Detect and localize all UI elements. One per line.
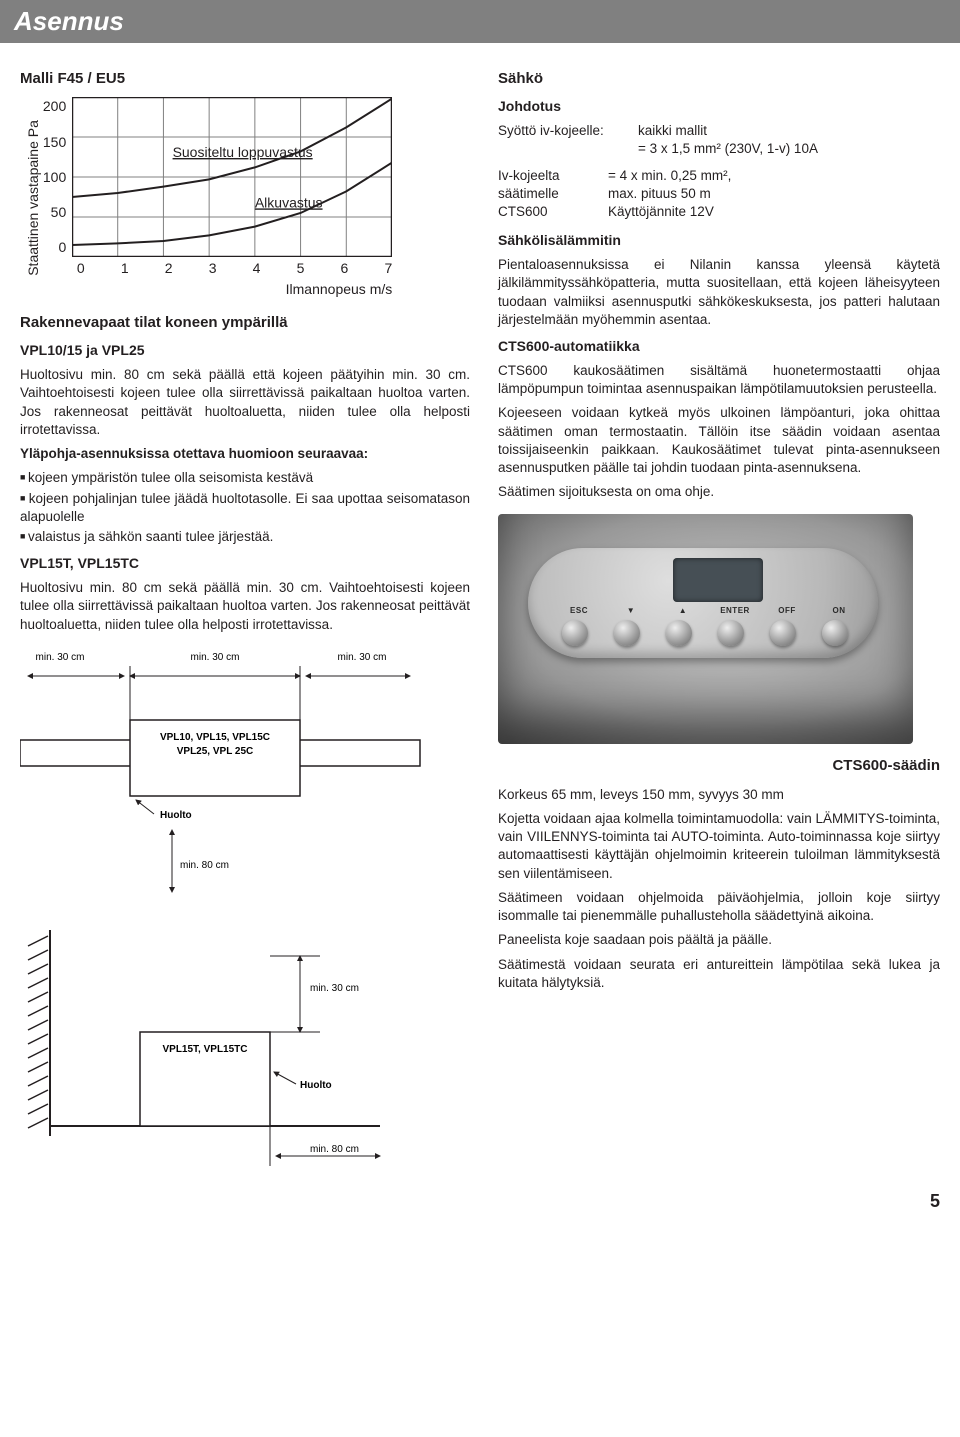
svg-text:min. 30 cm: min. 30 cm (310, 983, 359, 994)
svg-text:min. 30 cm: min. 30 cm (338, 652, 387, 663)
spec-key: Syöttö iv-kojeelle: (498, 122, 638, 140)
spec-val: kaikki mallit (638, 122, 707, 140)
knob-enter (718, 620, 744, 646)
heading-wiring: Johdotus (498, 97, 940, 116)
svg-text:VPL25, VPL 25C: VPL25, VPL 25C (177, 746, 254, 757)
page-header: Asennus (0, 0, 960, 43)
clearance-para-1: Huoltosivu min. 80 cm sekä päällä että k… (20, 366, 470, 439)
knob-labels: ESC ▼ ▲ ENTER OFF ON (558, 606, 860, 617)
clearance-para-2: Huoltosivu min. 80 cm sekä päällä min. 3… (20, 579, 470, 634)
knob-on (822, 620, 848, 646)
svg-text:Alkuvastus: Alkuvastus (255, 195, 323, 211)
bullet-item: kojeen ympäristön tulee olla seisomista … (20, 469, 470, 487)
svg-text:min. 30 cm: min. 30 cm (36, 652, 85, 663)
svg-text:min. 30 cm: min. 30 cm (191, 652, 240, 663)
heading-electric: Sähkö (498, 69, 940, 89)
model-heading: Malli F45 / EU5 (20, 69, 470, 89)
clearance-diagrams: min. 30 cm min. 30 cm min. 30 cm VPL10, VPL… (20, 646, 470, 1171)
spec-key: Iv-kojeelta (498, 167, 608, 185)
svg-text:Suositeltu loppuvastus: Suositeltu loppuvastus (173, 144, 313, 160)
knobs (562, 620, 848, 646)
desc-para-1: Kojetta voidaan ajaa kolmella toimintamu… (498, 810, 940, 883)
cts-para-1: CTS600 kaukosäätimen sisältämä huoneterm… (498, 362, 940, 398)
controller-photo: ESC ▼ ▲ ENTER OFF ON (498, 514, 913, 744)
chart-x-label: Ilmannopeus m/s (77, 280, 392, 299)
photo-caption: CTS600-säädin (498, 756, 940, 776)
models-group-2: VPL15T, VPL15TC (20, 554, 470, 573)
bullet-item: valaistus ja sähkön saanti tulee järjest… (20, 528, 470, 546)
page-number: 5 (20, 1189, 940, 1213)
attic-bullets: kojeen ympäristön tulee olla seisomista … (20, 469, 470, 546)
left-column: Malli F45 / EU5 Staattinen vastapaine Pa… (20, 59, 470, 1171)
attic-note-heading: Yläpohja-asennuksissa otettava huomioon … (20, 445, 470, 463)
svg-text:min. 80 cm: min. 80 cm (180, 860, 229, 871)
cts-para-2: Kojeeseen voidaan kytkeä myös ulkoinen l… (498, 404, 940, 477)
desc-para-2: Säätimeen voidaan ohjelmoida päiväohjelm… (498, 889, 940, 925)
desc-para-3: Paneelista koje saadaan pois päältä ja p… (498, 931, 940, 949)
svg-text:Huolto: Huolto (300, 1080, 332, 1091)
right-column: Sähkö Johdotus Syöttö iv-kojeelle: kaikk… (498, 59, 940, 1171)
spec-val: = 4 x min. 0,25 mm², (608, 167, 940, 185)
heater-para: Pientaloasennuksissa ei Nilanin kanssa y… (498, 256, 940, 329)
svg-text:Huolto: Huolto (160, 810, 192, 821)
spec-val: max. pituus 50 m (608, 185, 940, 203)
heading-cts600: CTS600-automatiikka (498, 337, 940, 356)
spec-key: säätimelle (498, 185, 608, 203)
heading-heater: Sähkölisälämmitin (498, 231, 940, 250)
knob-up (666, 620, 692, 646)
knob-down (614, 620, 640, 646)
pressure-chart: Staattinen vastapaine Pa 200 150 100 50 … (20, 97, 470, 299)
svg-text:min. 80 cm: min. 80 cm (310, 1144, 359, 1155)
svg-text:VPL10, VPL15, VPL15C: VPL10, VPL15, VPL15C (160, 732, 270, 743)
chart-y-label: Staattinen vastapaine Pa (20, 97, 43, 299)
controller-dims: Korkeus 65 mm, leveys 150 mm, syvyys 30 … (498, 786, 940, 804)
desc-para-4: Säätimestä voidaan seurata eri antureitt… (498, 956, 940, 992)
section-clearance-heading: Rakennevapaat tilat koneen ympärillä (20, 313, 470, 333)
cts-para-3: Säätimen sijoituksesta on oma ohje. (498, 483, 940, 501)
knob-off (770, 620, 796, 646)
models-group-1: VPL10/15 ja VPL25 (20, 341, 470, 360)
spec-key (498, 140, 638, 158)
chart-canvas: Suositeltu loppuvastus Alkuvastus (72, 97, 392, 257)
spec-val: Käyttöjännite 12V (608, 203, 940, 221)
spec-val: = 3 x 1,5 mm² (230V, 1-v) 10A (638, 140, 818, 158)
chart-x-ticks: 01234567 (77, 259, 392, 278)
chart-y-ticks: 200 150 100 50 0 (43, 97, 72, 257)
lcd-screen (673, 558, 763, 602)
wiring-spec: Syöttö iv-kojeelle: kaikki mallit = 3 x … (498, 122, 940, 221)
knob-esc (562, 620, 588, 646)
svg-text:VPL15T, VPL15TC: VPL15T, VPL15TC (162, 1044, 247, 1055)
spec-key: CTS600 (498, 203, 608, 221)
bullet-item: kojeen pohjalinjan tulee jäädä huoltotas… (20, 490, 470, 526)
